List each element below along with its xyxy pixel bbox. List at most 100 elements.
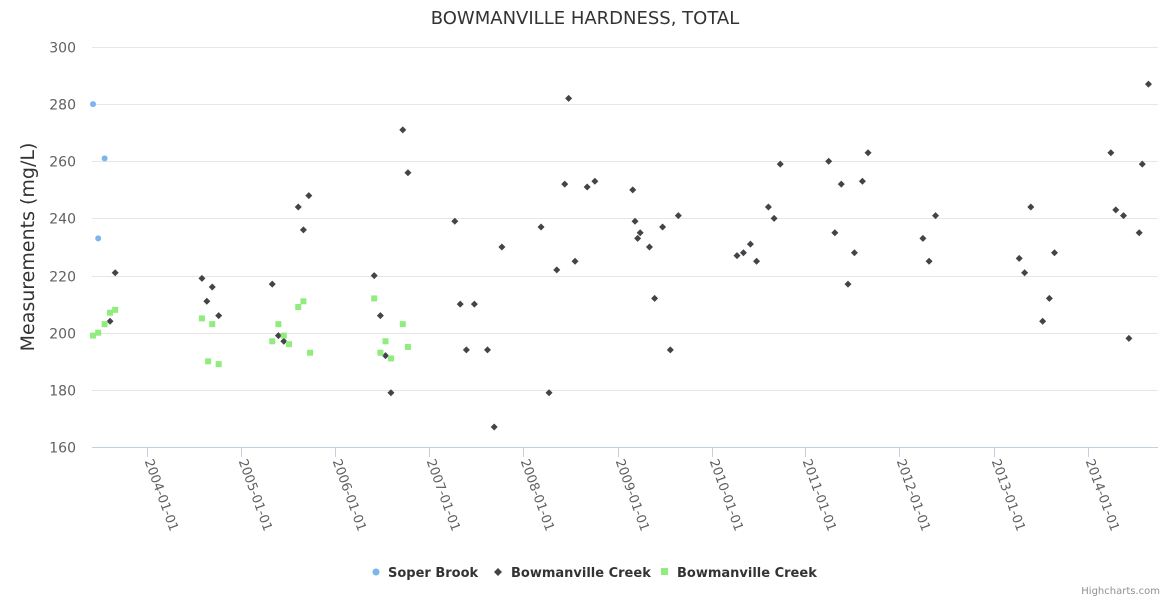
data-point[interactable] [215,361,222,368]
data-point[interactable] [370,272,378,280]
credits-link[interactable]: Highcharts.com [1081,586,1160,597]
data-point[interactable] [90,332,97,339]
data-point[interactable] [553,266,561,274]
data-point[interactable] [382,338,389,345]
data-point[interactable] [112,306,119,313]
data-point[interactable] [268,280,276,288]
data-point[interactable] [208,283,216,291]
legend-item-soper-brook[interactable]: Soper Brook [372,566,479,581]
data-point[interactable] [498,243,506,251]
data-point[interactable] [490,423,498,431]
data-point[interactable] [844,280,852,288]
data-point[interactable] [269,338,276,345]
data-point[interactable] [101,155,108,162]
data-point[interactable] [1125,334,1133,342]
data-point[interactable] [101,321,108,328]
data-point[interactable] [404,344,411,350]
data-point[interactable] [925,257,933,265]
data-point[interactable] [215,312,223,320]
data-point[interactable] [377,349,384,356]
data-point[interactable] [1138,160,1146,168]
data-point[interactable] [1045,294,1053,302]
data-point[interactable] [651,294,659,302]
data-point[interactable] [831,229,839,237]
data-point[interactable] [107,309,114,316]
data-point[interactable] [280,332,287,339]
data-point[interactable] [462,346,470,354]
data-point[interactable] [451,217,459,225]
data-point[interactable] [591,177,599,185]
data-point[interactable] [387,389,395,397]
data-point[interactable] [770,214,778,222]
data-point[interactable] [864,149,872,157]
data-point[interactable] [565,94,573,102]
data-point[interactable] [285,341,292,348]
data-point[interactable] [484,346,492,354]
data-point[interactable] [746,240,754,248]
data-point[interactable] [1135,229,1143,237]
data-point[interactable] [825,157,833,165]
data-point[interactable] [294,203,302,211]
data-point[interactable] [850,249,858,257]
data-point[interactable] [295,304,302,310]
data-point[interactable] [456,300,464,308]
data-point[interactable] [95,329,102,336]
data-point[interactable] [733,252,741,260]
data-point[interactable] [275,321,282,328]
data-point[interactable] [561,180,569,188]
data-point[interactable] [1119,212,1127,220]
data-point[interactable] [307,349,314,356]
data-point[interactable] [739,249,747,257]
data-point[interactable] [1039,317,1047,325]
data-point[interactable] [645,243,653,251]
data-point[interactable] [659,223,667,231]
data-point[interactable] [1015,254,1023,262]
data-point[interactable] [198,315,205,322]
data-point[interactable] [387,355,394,362]
data-point[interactable] [106,317,114,325]
data-point[interactable] [1144,80,1152,88]
data-point[interactable] [1107,149,1115,157]
data-point[interactable] [470,300,478,308]
data-point[interactable] [545,389,553,397]
data-point[interactable] [371,295,378,302]
data-point[interactable] [571,257,579,265]
data-point[interactable] [1021,269,1029,277]
data-point[interactable] [1027,203,1035,211]
data-point[interactable] [198,274,206,282]
data-point[interactable] [280,337,288,345]
data-point[interactable] [932,212,940,220]
data-point[interactable] [919,234,927,242]
data-point[interactable] [634,234,642,242]
legend-item-bowmanville-creek-1[interactable]: Bowmanville Creek [494,566,651,581]
data-point[interactable] [205,358,212,365]
data-point[interactable] [404,169,412,177]
data-point[interactable] [674,212,682,220]
data-point[interactable] [1112,206,1120,214]
data-point[interactable] [629,186,637,194]
data-point[interactable] [753,257,761,265]
data-point[interactable] [776,160,784,168]
data-point[interactable] [537,223,545,231]
data-point[interactable] [666,346,674,354]
data-point[interactable] [631,217,639,225]
data-point[interactable] [376,312,384,320]
data-point[interactable] [300,298,307,305]
data-point[interactable] [764,203,772,211]
data-point[interactable] [636,229,644,237]
data-point[interactable] [299,226,307,234]
data-point[interactable] [274,332,282,340]
data-point[interactable] [858,177,866,185]
data-point[interactable] [382,352,390,360]
data-point[interactable] [209,321,216,328]
data-point[interactable] [583,183,591,191]
data-point[interactable] [399,126,407,134]
data-point[interactable] [837,180,845,188]
data-point[interactable] [1050,249,1058,257]
data-point[interactable] [203,297,211,305]
data-point[interactable] [305,192,313,200]
data-point[interactable] [90,101,97,108]
data-point[interactable] [95,235,102,242]
data-point[interactable] [399,321,406,328]
data-point[interactable] [111,269,119,277]
